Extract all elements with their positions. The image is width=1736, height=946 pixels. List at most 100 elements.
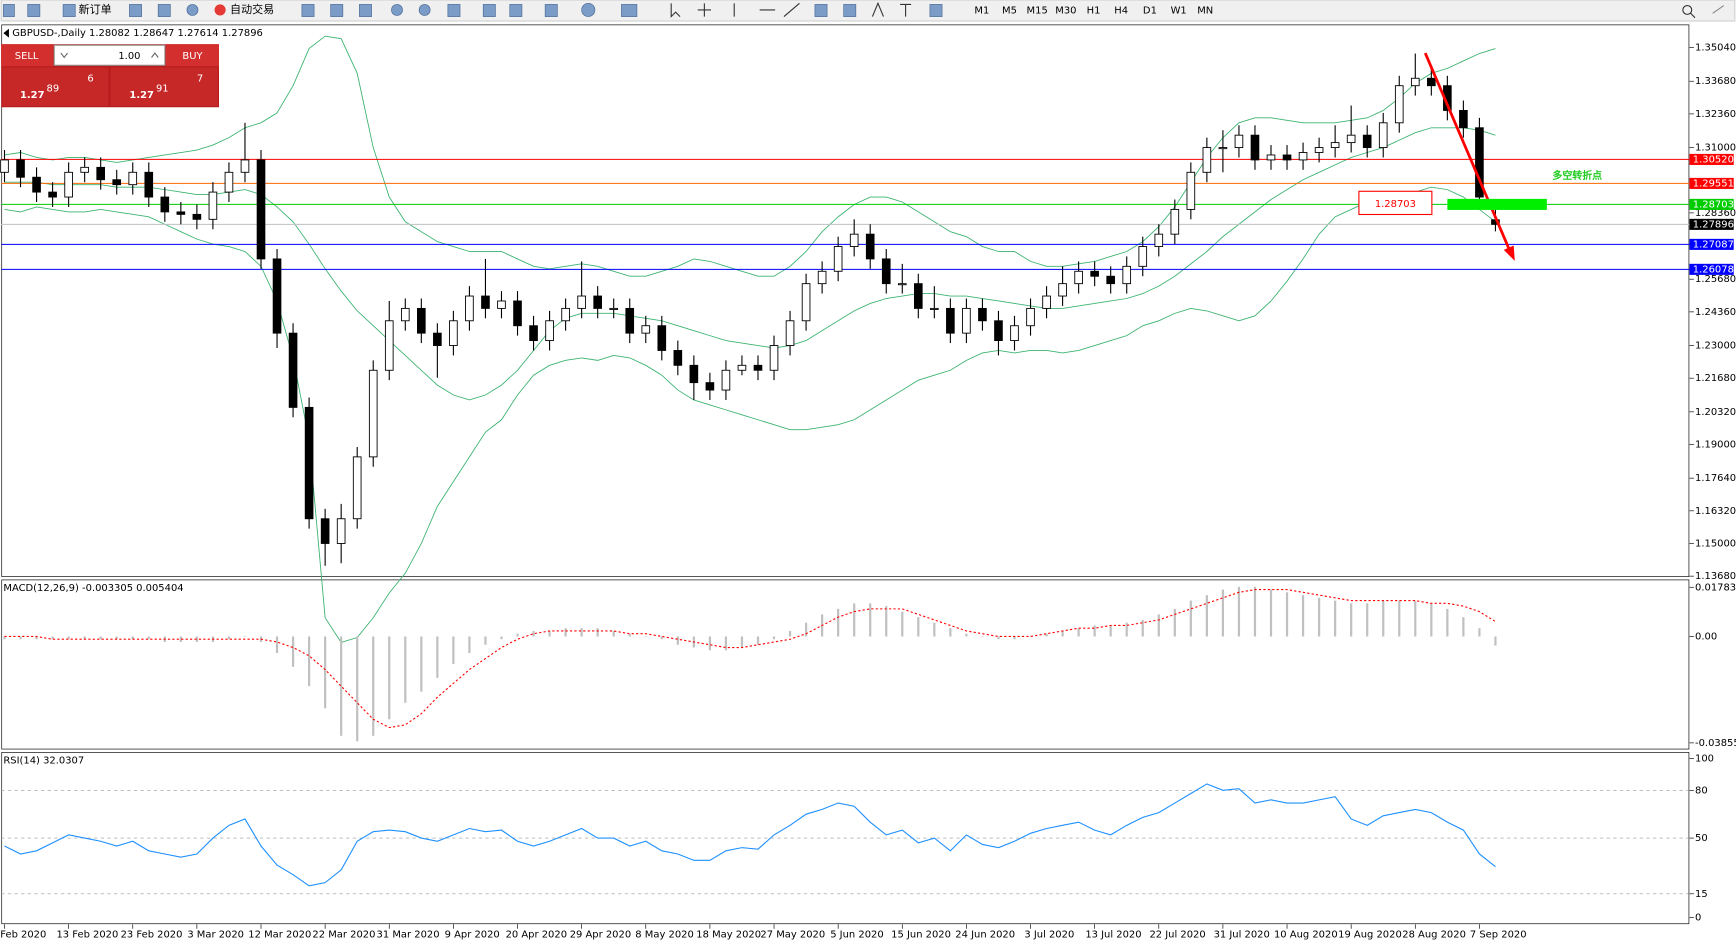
candle-body	[288, 332, 298, 408]
candle-body	[994, 320, 1003, 342]
icon[interactable]	[3, 4, 15, 17]
icon[interactable]	[301, 4, 315, 17]
lot-input[interactable]	[53, 44, 166, 66]
timeframe-button[interactable]: M30	[1055, 6, 1076, 17]
timeframe-button[interactable]: H4	[1114, 6, 1128, 17]
candle-body	[400, 307, 410, 322]
candle-body	[817, 270, 827, 285]
x-tick-label: 24 Jun 2020	[955, 929, 1015, 940]
spinner[interactable]	[60, 52, 159, 59]
icon[interactable]	[129, 4, 142, 17]
text-tools[interactable]	[871, 1, 912, 17]
buy-button[interactable]	[165, 44, 219, 67]
macd-bar	[1414, 600, 1417, 637]
macd-bar	[804, 622, 808, 637]
candle-body	[192, 213, 202, 220]
timeframe-button[interactable]: M15	[1027, 6, 1048, 17]
candle-body	[1074, 270, 1083, 285]
auto-trading-button[interactable]: 自动交易	[230, 2, 274, 16]
candle-body	[801, 283, 811, 322]
macd-bar	[612, 630, 615, 637]
candle-body	[1234, 134, 1244, 148]
level-tag	[1689, 263, 1734, 275]
macd-bar	[227, 636, 231, 640]
x-tick-label: 22 Jul 2020	[1149, 929, 1205, 940]
icon[interactable]	[843, 4, 857, 17]
timeframe-button[interactable]: M5	[1002, 6, 1017, 17]
line-tools[interactable]	[733, 2, 800, 18]
icon[interactable]	[214, 4, 226, 16]
x-tick-label: 5 Jun 2020	[830, 929, 883, 940]
macd-pane	[1, 579, 1690, 750]
macd-bar	[131, 636, 134, 640]
candle-body	[368, 369, 378, 458]
candle-body	[224, 171, 234, 193]
macd-bar	[356, 636, 359, 742]
x-tick-label: 27 May 2020	[760, 929, 825, 940]
icon[interactable]	[391, 4, 403, 16]
macd-bar	[564, 628, 567, 637]
macd-bar	[275, 636, 279, 654]
icon[interactable]	[359, 4, 372, 17]
y-tick-label: 1.28360	[1695, 208, 1736, 219]
x-tick-label: 12 Mar 2020	[248, 929, 311, 940]
y-tick-label: 1.16320	[1695, 506, 1736, 517]
chart-title: GBPUSD-,Daily 1.28082 1.28647 1.27614 1.…	[12, 28, 263, 39]
candle-body	[689, 364, 699, 384]
price-pane	[1, 24, 1690, 577]
macd-bar	[660, 636, 663, 640]
macd-bar	[788, 630, 792, 637]
arrow-head	[1503, 245, 1515, 261]
x-tick-label: 15 Jun 2020	[891, 929, 951, 940]
icon[interactable]	[62, 4, 76, 17]
crosshair-tool[interactable]	[697, 3, 712, 17]
buy-label[interactable]: BUY	[182, 51, 203, 62]
icon[interactable]	[186, 4, 199, 16]
sell-price-box[interactable]	[2, 67, 109, 107]
sell-button[interactable]	[1, 44, 54, 67]
candle-body	[753, 364, 763, 371]
icon[interactable]	[929, 4, 943, 17]
icon[interactable]	[27, 4, 41, 17]
icon[interactable]	[418, 4, 431, 16]
timeframe-button[interactable]: D1	[1143, 6, 1157, 17]
menu-icon[interactable]	[1712, 5, 1725, 14]
sell-label[interactable]: SELL	[15, 51, 39, 62]
icon[interactable]	[447, 4, 461, 17]
candle-body	[384, 320, 394, 371]
candle-body	[561, 307, 570, 322]
candle-body	[1250, 134, 1260, 161]
buy-price-box[interactable]	[110, 67, 218, 107]
candle-body	[240, 159, 250, 173]
candle-body	[144, 171, 154, 198]
icon[interactable]	[621, 4, 638, 17]
icon[interactable]	[330, 4, 344, 17]
x-tick-label: 3 Mar 2020	[187, 929, 244, 940]
timeframe-button[interactable]: H1	[1087, 6, 1101, 17]
icon[interactable]	[157, 4, 171, 17]
timeframe-button[interactable]: MN	[1197, 6, 1213, 17]
lot-value[interactable]: 1.00	[118, 51, 140, 62]
macd-bar	[1301, 595, 1305, 637]
x-tick-label: 29 Apr 2020	[570, 929, 631, 940]
icon[interactable]	[482, 4, 496, 17]
candle-body	[304, 406, 314, 520]
one-click-trading: SELL BUY 1.00 1.27 89 6 1.27 91 7	[1, 44, 219, 108]
macd-bar	[195, 636, 198, 642]
icon[interactable]	[544, 4, 558, 17]
macd-bar	[404, 636, 407, 703]
cursor-tool[interactable]	[670, 3, 681, 18]
icon[interactable]	[509, 4, 523, 17]
icon[interactable]	[581, 2, 596, 17]
candle-body	[897, 283, 907, 286]
icon[interactable]	[814, 4, 828, 17]
macd-bar	[452, 636, 455, 665]
candle-body	[1427, 77, 1436, 87]
level-highlight	[1447, 198, 1547, 210]
x-tick-label: 13 Feb 2020	[56, 929, 118, 940]
timeframe-button[interactable]: M1	[974, 6, 989, 17]
search-icon[interactable]	[1682, 4, 1696, 19]
new-order-button[interactable]: 新订单	[79, 2, 112, 16]
candle-body	[1186, 171, 1196, 210]
timeframe-button[interactable]: W1	[1171, 6, 1187, 17]
